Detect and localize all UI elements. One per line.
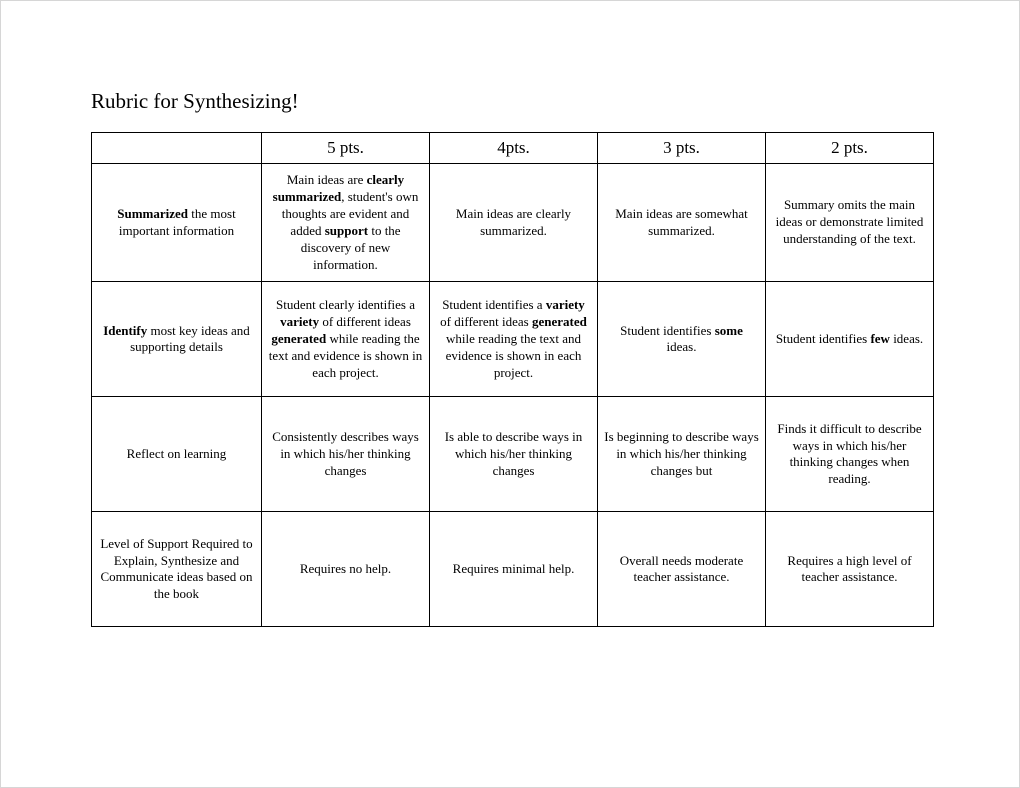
header-row: 5 pts. 4pts. 3 pts. 2 pts. <box>92 133 934 164</box>
rubric-cell: Is beginning to describe ways in which h… <box>598 397 766 512</box>
criteria-cell: Reflect on learning <box>92 397 262 512</box>
rubric-cell: Requires no help. <box>262 512 430 627</box>
rubric-cell: Finds it difficult to describe ways in w… <box>766 397 934 512</box>
rubric-cell: Student identifies some ideas. <box>598 282 766 397</box>
rubric-cell: Requires minimal help. <box>430 512 598 627</box>
rubric-cell: Student clearly identifies a variety of … <box>262 282 430 397</box>
table-row: Summarized the most important informatio… <box>92 164 934 282</box>
rubric-cell: Main ideas are somewhat summarized. <box>598 164 766 282</box>
rubric-body: Summarized the most important informatio… <box>92 164 934 627</box>
rubric-cell: Consistently describes ways in which his… <box>262 397 430 512</box>
rubric-cell: Overall needs moderate teacher assistanc… <box>598 512 766 627</box>
rubric-table: 5 pts. 4pts. 3 pts. 2 pts. Summarized th… <box>91 132 934 627</box>
rubric-cell: Summary omits the main ideas or demonstr… <box>766 164 934 282</box>
document-page: Rubric for Synthesizing! 5 pts. 4pts. 3 … <box>0 0 1020 788</box>
rubric-cell: Main ideas are clearly summarized, stude… <box>262 164 430 282</box>
table-row: Reflect on learningConsistently describe… <box>92 397 934 512</box>
header-5pts: 5 pts. <box>262 133 430 164</box>
criteria-cell: Identify most key ideas and supporting d… <box>92 282 262 397</box>
rubric-cell: Student identifies few ideas. <box>766 282 934 397</box>
rubric-cell: Student identifies a variety of differen… <box>430 282 598 397</box>
criteria-cell: Level of Support Required to Explain, Sy… <box>92 512 262 627</box>
rubric-cell: Requires a high level of teacher assista… <box>766 512 934 627</box>
header-blank <box>92 133 262 164</box>
header-4pts: 4pts. <box>430 133 598 164</box>
header-2pts: 2 pts. <box>766 133 934 164</box>
rubric-cell: Is able to describe ways in which his/he… <box>430 397 598 512</box>
rubric-title: Rubric for Synthesizing! <box>91 89 981 114</box>
rubric-cell: Main ideas are clearly summarized. <box>430 164 598 282</box>
table-row: Identify most key ideas and supporting d… <box>92 282 934 397</box>
criteria-cell: Summarized the most important informatio… <box>92 164 262 282</box>
header-3pts: 3 pts. <box>598 133 766 164</box>
table-row: Level of Support Required to Explain, Sy… <box>92 512 934 627</box>
